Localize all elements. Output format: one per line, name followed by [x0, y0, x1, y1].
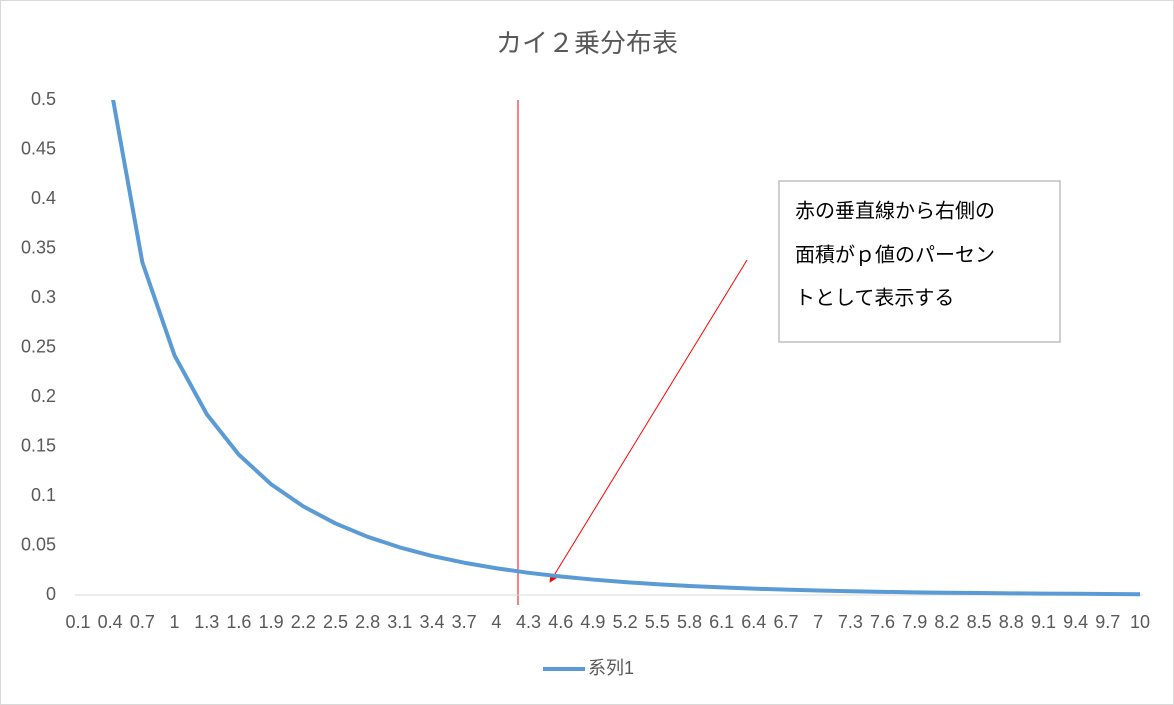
- x-tick-label: 7.6: [870, 612, 895, 632]
- x-tick-label: 6.7: [773, 612, 798, 632]
- note-line: 面積がｐ値のパーセン: [795, 243, 995, 266]
- x-tick-label: 9.7: [1095, 612, 1120, 632]
- x-tick-label: 7.9: [902, 612, 927, 632]
- y-tick-label: 0.15: [21, 435, 56, 455]
- x-tick-label: 3.4: [419, 612, 444, 632]
- x-tick-label: 4.6: [548, 612, 573, 632]
- x-tick-label: 4.3: [516, 612, 541, 632]
- x-tick-label: 4: [491, 612, 501, 632]
- y-tick-label: 0.3: [31, 287, 56, 307]
- x-tick-label: 0.7: [130, 612, 155, 632]
- x-tick-label: 6.4: [741, 612, 766, 632]
- y-tick-label: 0.5: [31, 89, 56, 109]
- x-tick-label: 10: [1130, 612, 1150, 632]
- x-tick-label: 9.1: [1031, 612, 1056, 632]
- y-tick-label: 0.25: [21, 336, 56, 356]
- x-tick-label: 2.5: [323, 612, 348, 632]
- series-line: [111, 100, 1141, 597]
- x-tick-label: 0.1: [65, 612, 90, 632]
- x-tick-label: 7: [813, 612, 823, 632]
- x-tick-label: 5.2: [613, 612, 638, 632]
- legend-label: 系列1: [588, 658, 634, 678]
- x-tick-label: 2.8: [355, 612, 380, 632]
- x-tick-label: 8.8: [999, 612, 1024, 632]
- y-tick-label: 0.1: [31, 485, 56, 505]
- x-tick-label: 5.8: [677, 612, 702, 632]
- x-tick-label: 1: [170, 612, 180, 632]
- x-tick-label: 3.7: [452, 612, 477, 632]
- y-tick-label: 0.4: [31, 188, 56, 208]
- arrow: [549, 259, 748, 583]
- x-tick-label: 1.3: [194, 612, 219, 632]
- x-tick-label: 9.4: [1063, 612, 1088, 632]
- y-tick-label: 0.05: [21, 534, 56, 554]
- x-tick-label: 7.3: [838, 612, 863, 632]
- x-tick-label: 8.5: [967, 612, 992, 632]
- x-tick-label: 1.6: [226, 612, 251, 632]
- x-tick-label: 2.2: [291, 612, 316, 632]
- x-tick-label: 5.5: [645, 612, 670, 632]
- y-tick-label: 0: [46, 584, 56, 604]
- x-tick-label: 0.4: [98, 612, 123, 632]
- x-tick-label: 8.2: [934, 612, 959, 632]
- x-tick-label: 3.1: [387, 612, 412, 632]
- x-tick-label: 1.9: [259, 612, 284, 632]
- note-box: [778, 180, 1061, 343]
- x-tick-label: 4.9: [580, 612, 605, 632]
- x-tick-label: 6.1: [709, 612, 734, 632]
- note-line: 赤の垂直線から右側の: [795, 199, 995, 222]
- note-line: トとして表示する: [795, 286, 954, 309]
- chart-title: カイ２乗分布表: [496, 28, 678, 58]
- y-tick-label: 0.35: [21, 237, 56, 257]
- y-tick-label: 0.45: [21, 138, 56, 158]
- y-tick-label: 0.2: [31, 386, 56, 406]
